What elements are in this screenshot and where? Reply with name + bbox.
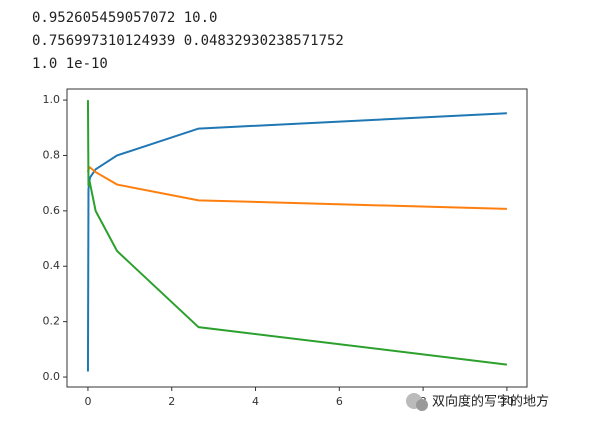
y-tick-label: 0.8 bbox=[43, 148, 61, 161]
x-tick-label: 0 bbox=[84, 395, 91, 408]
output-line: 0.756997310124939 0.04832930238571752 bbox=[32, 33, 344, 49]
x-tick-label: 6 bbox=[336, 395, 343, 408]
line-series bbox=[86, 100, 508, 366]
watermark: 双向度的写字的地方 bbox=[432, 394, 549, 410]
x-tick-label: 10 bbox=[500, 395, 514, 408]
y-tick-label: 0.0 bbox=[43, 370, 61, 383]
y-tick-label: 0.4 bbox=[43, 259, 61, 272]
x-tick-label: 2 bbox=[168, 395, 175, 408]
y-tick-label: 0.2 bbox=[43, 315, 61, 328]
line-series bbox=[86, 165, 507, 210]
plot-area bbox=[66, 88, 528, 388]
output-line: 0.952605459057072 10.0 bbox=[32, 10, 218, 26]
y-tick-label: 1.0 bbox=[43, 93, 61, 106]
x-tick-label: 4 bbox=[252, 395, 259, 408]
output-line: 1.0 1e-10 bbox=[32, 56, 108, 72]
watermark-icon bbox=[406, 393, 428, 411]
y-tick-label: 0.6 bbox=[43, 204, 61, 217]
line-series bbox=[86, 112, 507, 372]
